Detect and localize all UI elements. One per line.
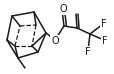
Text: F: F [101,36,107,46]
Text: O: O [59,4,66,14]
Text: F: F [100,19,106,29]
Text: O: O [51,36,58,46]
Text: F: F [84,47,90,57]
